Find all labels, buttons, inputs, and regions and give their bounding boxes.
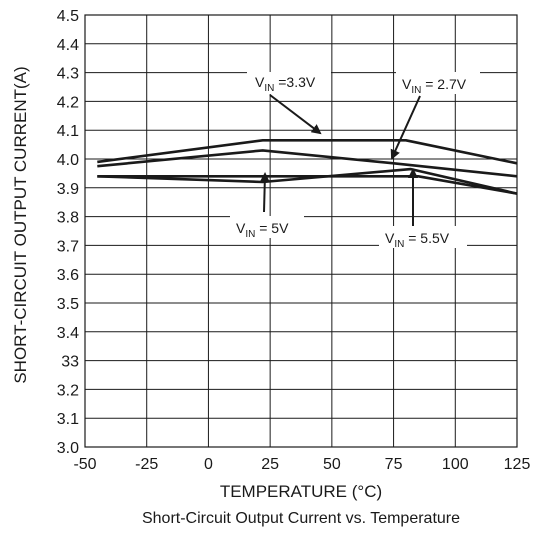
series-annotation: VIN = 2.7V (402, 76, 467, 96)
x-tick-label: 0 (204, 456, 213, 473)
y-tick-label: 3.8 (57, 210, 79, 227)
y-tick-label: 3.1 (57, 411, 79, 428)
annotation-background (396, 72, 480, 94)
x-tick-label: 75 (385, 456, 403, 473)
series-annotation: VIN = 5.5V (385, 230, 450, 250)
y-tick-label: 4.4 (57, 37, 79, 54)
series-line (97, 139, 518, 165)
x-tick-label: 100 (442, 456, 469, 473)
annotation-background (230, 216, 304, 238)
y-tick-label: 33 (61, 354, 79, 371)
tick-labels: -50 -25 0 25 50 75 100 125 3.0 3.1 3.2 33 3.4 3.5 3.6 3… (57, 8, 531, 473)
y-tick-label: 3.6 (57, 267, 79, 284)
x-axis-label: TEMPERATURE (°C) (220, 482, 382, 501)
y-axis-label: SHORT-CIRCUIT OUTPUT CURRENT(A) (11, 66, 30, 383)
y-tick-label: 3.5 (57, 296, 79, 313)
y-tick-label: 3.4 (57, 325, 79, 342)
chart-title: Short-Circuit Output Current vs. Tempera… (142, 510, 460, 527)
y-tick-label: 3.2 (57, 382, 79, 399)
y-tick-label: 4.2 (57, 94, 79, 111)
y-tick-label: 3.7 (57, 238, 79, 255)
y-tick-label: 3.9 (57, 181, 79, 198)
series-line (97, 175, 518, 195)
annotation-arrows (259, 94, 421, 228)
annotation-background (379, 226, 467, 248)
y-tick-label: 4.0 (57, 152, 79, 169)
x-tick-label: -25 (135, 456, 158, 473)
y-tick-label: 4.3 (57, 66, 79, 83)
series-annotation: VIN = 5V (236, 220, 289, 240)
x-tick-label: 25 (261, 456, 279, 473)
y-tick-label: 4.1 (57, 123, 79, 140)
annotation-background (247, 72, 331, 94)
series-line (97, 149, 518, 178)
y-tick-label: 4.5 (57, 8, 79, 25)
y-tick-label: 3.0 (57, 440, 79, 457)
series-annotation: VIN =3.3V (255, 74, 316, 94)
x-tick-label: -50 (73, 456, 96, 473)
annotations: VIN =3.3V VIN = 2.7V VIN = 5V VIN = 5.5V (230, 72, 480, 250)
annotation-arrow (269, 94, 322, 135)
series-lines (97, 139, 518, 195)
annotation-arrow (259, 172, 270, 213)
x-tick-label: 125 (504, 456, 531, 473)
annotation-arrow (390, 95, 421, 160)
plot-frame (84, 14, 518, 448)
x-tick-label: 50 (323, 456, 341, 473)
